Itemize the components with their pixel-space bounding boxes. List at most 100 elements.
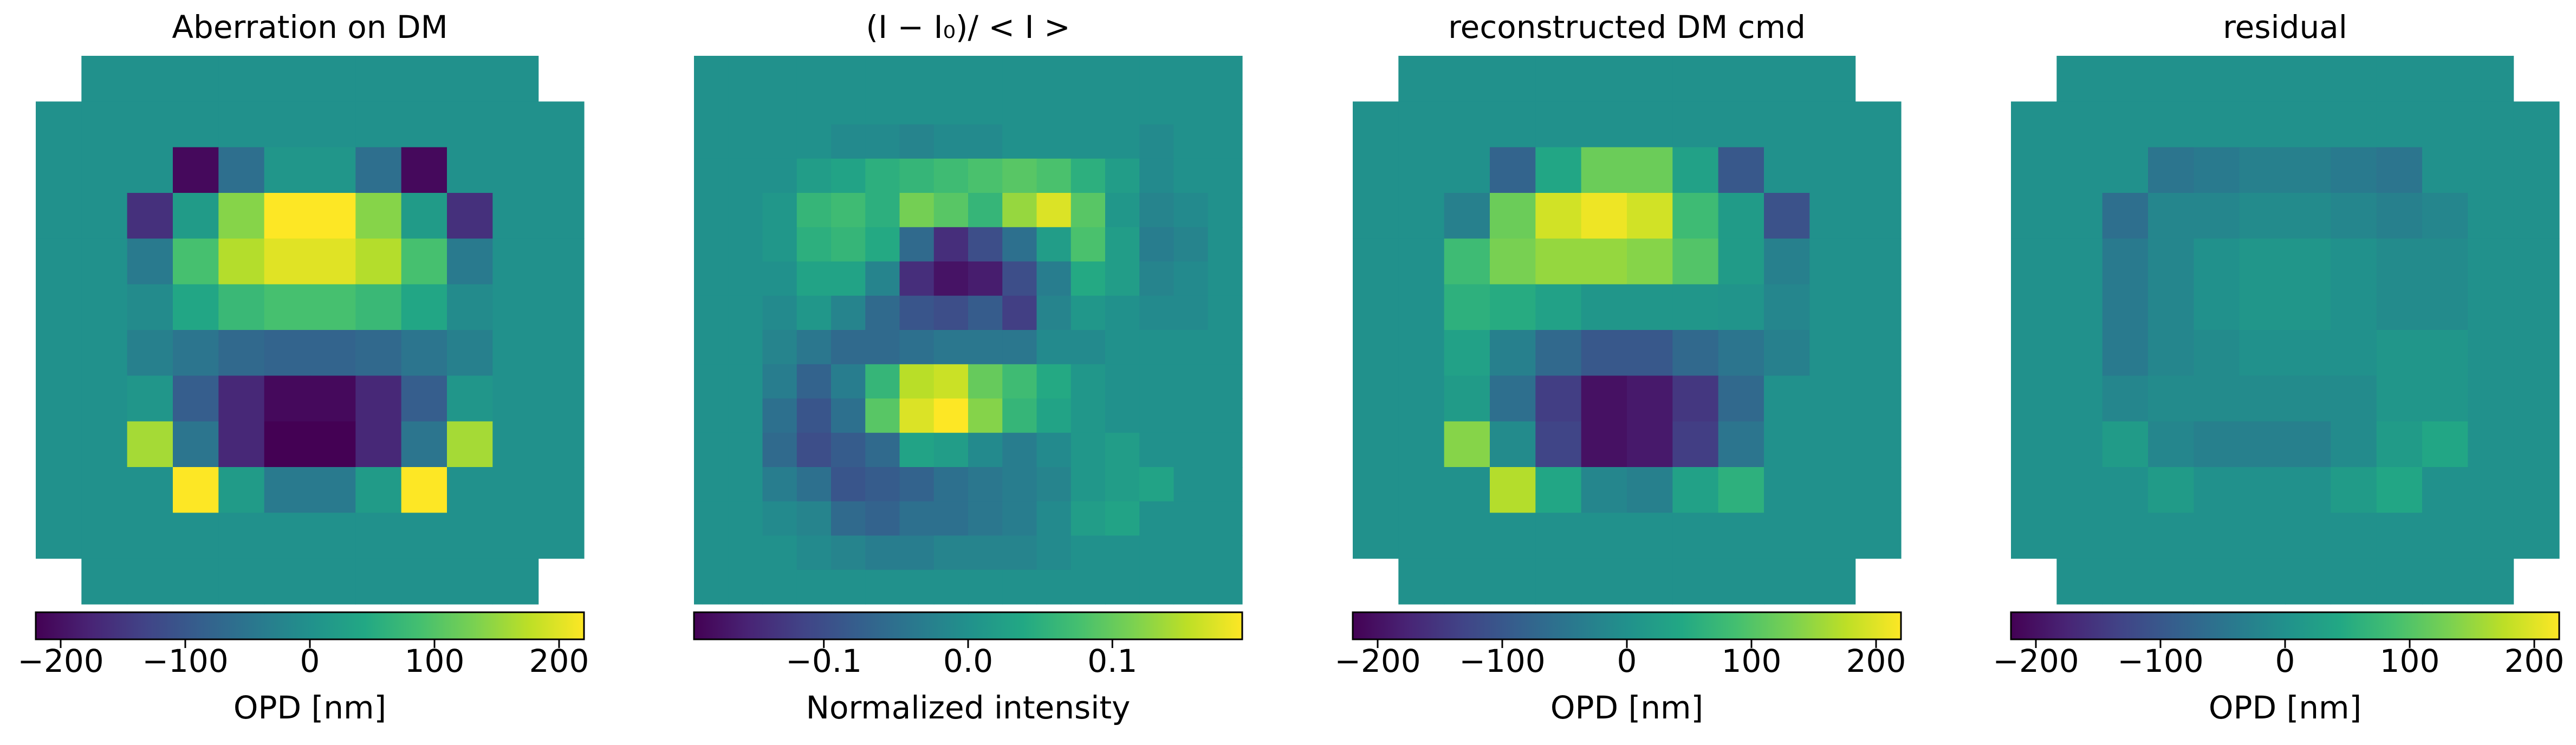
heatmap-cell (2102, 467, 2149, 513)
heatmap-cell (538, 330, 585, 376)
heatmap-cell (127, 284, 173, 331)
heatmap-cell (1036, 569, 1072, 605)
heatmap-cell (1208, 535, 1243, 571)
heatmap-cell (1208, 330, 1243, 365)
heatmap-cell (1002, 432, 1037, 468)
heatmap-cell (1208, 467, 1243, 502)
heatmap-cell (694, 330, 729, 365)
heatmap-cell (2331, 193, 2377, 239)
heatmap-cell (2011, 513, 2057, 559)
heatmap-cell (1809, 56, 1856, 102)
heatmap-cell (1398, 284, 1445, 331)
heatmap-cell (1809, 421, 1856, 468)
heatmap-cell (355, 284, 402, 331)
panel-2: (I − I₀)/ < I > −0.1 0.0 0.1 Normalized inte… (693, 9, 1243, 726)
heatmap-cell (2194, 375, 2240, 422)
heatmap-cell (2148, 56, 2194, 102)
heatmap-cell (796, 124, 832, 159)
heatmap-cell (1490, 147, 1536, 193)
heatmap-cell (1535, 558, 1582, 605)
heatmap-cell (1070, 535, 1106, 571)
heatmap-cell (2422, 467, 2468, 513)
heatmap-cell (728, 467, 763, 502)
heatmap-cell (2011, 421, 2057, 468)
heatmap-cell (2468, 101, 2514, 148)
heatmap-cell (218, 147, 265, 193)
colorbar (2011, 612, 2559, 639)
heatmap-cell (1002, 295, 1037, 331)
heatmap-cell (2102, 193, 2149, 239)
heatmap-cell (968, 227, 1003, 262)
colorbar-tick-label: 0 (1617, 643, 1637, 679)
heatmap-cell (1444, 238, 1490, 285)
heatmap-cell (447, 56, 493, 102)
heatmap-cell (796, 90, 832, 125)
heatmap-cell (492, 193, 539, 239)
heatmap-cell (1764, 238, 1810, 285)
heatmap-cell (2468, 330, 2514, 376)
heatmap-cell (36, 101, 82, 148)
heatmap-cell (728, 330, 763, 365)
heatmap-cell (1444, 56, 1490, 102)
heatmap-cell (865, 227, 900, 262)
heatmap-cell (2376, 193, 2423, 239)
heatmap-cell (1173, 124, 1209, 159)
heatmap-cell (1036, 158, 1072, 193)
heatmap-cell (127, 467, 173, 513)
heatmap-cell (447, 193, 493, 239)
heatmap-cell (2513, 193, 2560, 239)
heatmap-cell (865, 330, 900, 365)
heatmap-cell (401, 147, 447, 193)
heatmap-cell (1139, 124, 1175, 159)
heatmap-cell (2011, 467, 2057, 513)
heatmap-cell (2513, 375, 2560, 422)
heatmap-cell (968, 56, 1003, 90)
heatmap-cell (865, 261, 900, 296)
heatmap-cell (2468, 284, 2514, 331)
heatmap-cell (1036, 90, 1072, 125)
heatmap-cell (492, 238, 539, 285)
heatmap-cell (1718, 467, 1764, 513)
heatmap-cell (2513, 421, 2560, 468)
heatmap-cell (310, 421, 356, 468)
heatmap-cell (1535, 467, 1582, 513)
heatmap-cell (1672, 56, 1719, 102)
heatmap-cell (1070, 569, 1106, 605)
heatmap-cell (1208, 90, 1243, 125)
heatmap-cell (2102, 421, 2149, 468)
heatmap-cell (1535, 513, 1582, 559)
heatmap-cell (127, 193, 173, 239)
heatmap-cell (81, 421, 128, 468)
heatmap-cell (355, 421, 402, 468)
heatmap-cell (1764, 421, 1810, 468)
heatmap-cell (1672, 467, 1719, 513)
heatmap-cell (2468, 238, 2514, 285)
colorbar-tick-label: 200 (1846, 643, 1906, 679)
heatmap-cell (218, 375, 265, 422)
heatmap-cell (1398, 193, 1445, 239)
heatmap-cell (2194, 193, 2240, 239)
heatmap-cell (762, 330, 797, 365)
heatmap-cell (2102, 101, 2149, 148)
heatmap-cell (728, 158, 763, 193)
heatmap-cell (694, 227, 729, 262)
heatmap-cell (1444, 193, 1490, 239)
colorbar-tick-label: 0.0 (943, 643, 993, 679)
colorbar-tick-label: 100 (1722, 643, 1782, 679)
heatmap-cell (2285, 558, 2331, 605)
heatmap-cell (1764, 56, 1810, 102)
heatmap-cell (2239, 421, 2286, 468)
heatmap-cell (1535, 421, 1582, 468)
heatmap-cell (1105, 501, 1140, 536)
heatmap-cell (694, 56, 729, 90)
heatmap-cell (1139, 90, 1175, 125)
heatmap-cell (310, 375, 356, 422)
heatmap-cell (694, 467, 729, 502)
heatmap-cell (1173, 467, 1209, 502)
heatmap-cell (2285, 330, 2331, 376)
heatmap-cell (1581, 467, 1627, 513)
heatmap-cell (1105, 535, 1140, 571)
heatmap-cell (1139, 364, 1175, 399)
heatmap-cell (1002, 124, 1037, 159)
heatmap-cell (127, 558, 173, 605)
